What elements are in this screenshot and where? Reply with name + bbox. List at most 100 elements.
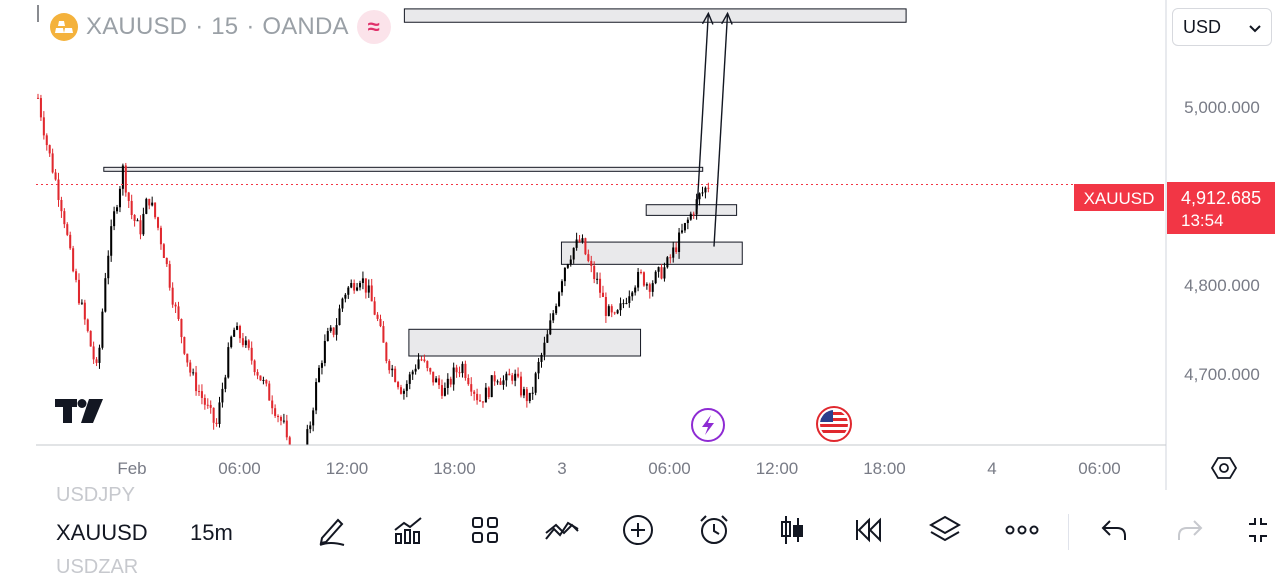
candle-body [323, 340, 326, 364]
compare-icon[interactable] [542, 510, 582, 550]
candle-body [320, 363, 323, 368]
wave-icon[interactable]: ≈ [356, 10, 391, 44]
title-symbol: XAUUSD [86, 13, 188, 40]
zone-rectangle [103, 166, 704, 172]
chart-settings-button[interactable] [1208, 452, 1240, 484]
candle-body [151, 202, 154, 206]
candle-body [189, 362, 192, 373]
candle-body [455, 367, 458, 373]
candle-body [209, 404, 212, 408]
candle-body [484, 387, 487, 403]
candle-body [344, 294, 347, 299]
fullscreen-icon[interactable] [1238, 510, 1278, 550]
candle-body [60, 199, 63, 212]
currency-select[interactable]: USD [1172, 8, 1272, 46]
candle-body [221, 388, 224, 403]
x-tick-label: 3 [557, 459, 566, 478]
price-label-symbol: XAUUSD [1084, 189, 1155, 208]
layout-grid-icon[interactable] [465, 510, 505, 550]
layers-icon[interactable] [925, 510, 965, 550]
candle-body [177, 306, 180, 320]
redo-icon[interactable] [1170, 510, 1210, 550]
candle-body [604, 297, 607, 316]
pencil-icon[interactable] [312, 510, 352, 550]
alarm-clock-icon[interactable] [694, 510, 734, 550]
candle-body [92, 346, 95, 360]
candle-body [83, 302, 86, 320]
candle-body [689, 213, 692, 220]
candle-body [127, 192, 130, 201]
candle-body [133, 215, 136, 221]
price-chart[interactable]: 4,700.000 4,800.000 5,000.000 Feb 06:00 12:0… [0, 0, 1280, 490]
candle-body [613, 312, 616, 314]
candle-body [253, 360, 256, 373]
candle-body [107, 255, 110, 279]
candle-body [218, 402, 221, 424]
candle-body [628, 296, 631, 304]
candle-body [326, 331, 329, 341]
candle-body [493, 375, 496, 382]
y-axis-ticks: 4,700.000 4,800.000 5,000.000 [1184, 98, 1260, 384]
lightning-icon[interactable] [691, 408, 725, 442]
candle-body [227, 347, 230, 378]
indicators-icon[interactable] [388, 510, 428, 550]
candle-body [639, 271, 643, 273]
y-tick-label: 4,800.000 [1184, 276, 1260, 295]
candle-body [353, 282, 356, 291]
candle-body [285, 420, 288, 438]
symbol-list-prev[interactable]: USDJPY [56, 484, 135, 506]
candle-body [197, 391, 201, 393]
candle-body [39, 98, 42, 118]
candle-body [452, 367, 455, 385]
x-tick-label: 18:00 [863, 459, 906, 478]
zone-rectangle [403, 8, 907, 23]
candle-body [364, 278, 367, 293]
candle-body [704, 187, 707, 193]
candle-body [587, 254, 590, 261]
candle-body [80, 302, 83, 304]
candle-body [487, 387, 490, 398]
candle-body [622, 303, 625, 305]
candle-body [370, 285, 373, 302]
symbol-list-next[interactable]: USDZAR [56, 556, 139, 578]
undo-icon[interactable] [1094, 510, 1134, 550]
symbol-title-bar[interactable]: XAUUSD · 15 · OANDA ≈ [50, 10, 391, 44]
candle-body [672, 247, 675, 258]
candle-body [440, 385, 443, 396]
candle-body [683, 223, 686, 231]
candle-body [379, 318, 382, 327]
candle-body [338, 308, 341, 326]
candle-body [367, 285, 370, 293]
candle-body [57, 179, 60, 200]
candle-body [645, 284, 648, 286]
current-symbol[interactable]: XAUUSD [56, 520, 148, 545]
candle-body [522, 389, 525, 396]
title-separator: · [246, 13, 255, 40]
candle-body [192, 372, 195, 374]
candle-body [136, 220, 139, 222]
candle-body [402, 390, 405, 394]
candle-body [607, 306, 610, 316]
candle-body [648, 284, 651, 292]
candle-body [317, 367, 321, 383]
candle-body [142, 213, 145, 235]
candle-body [449, 378, 452, 385]
candle-body [423, 359, 426, 362]
candle-body [519, 376, 523, 396]
candle-body [101, 311, 104, 348]
candle-body [552, 313, 555, 321]
us-flag-icon[interactable] [816, 406, 852, 442]
candle-body [438, 378, 441, 386]
candle-body [555, 306, 558, 314]
candles-icon[interactable] [772, 510, 812, 550]
candle-body [139, 220, 142, 235]
candle-body [417, 359, 420, 369]
candle-body [531, 392, 534, 394]
add-circle-icon[interactable] [618, 510, 658, 550]
candle-body [271, 400, 274, 409]
more-dots-icon[interactable] [1002, 510, 1042, 550]
candle-body [443, 387, 446, 396]
interval-button[interactable]: 15m [190, 520, 233, 545]
replay-icon[interactable] [848, 510, 888, 550]
candle-body [256, 372, 259, 376]
